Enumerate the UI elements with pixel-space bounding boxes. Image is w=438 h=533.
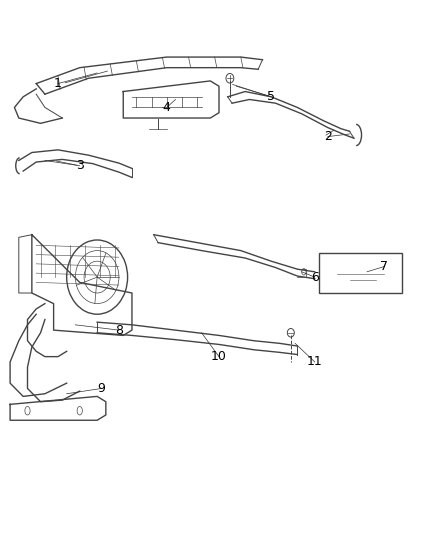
Text: 2: 2 [324, 130, 332, 143]
Text: 5: 5 [267, 90, 275, 103]
Text: 3: 3 [76, 159, 84, 172]
Text: 7: 7 [380, 260, 389, 273]
Text: 11: 11 [307, 356, 323, 368]
Text: 10: 10 [211, 350, 227, 363]
Text: 1: 1 [54, 77, 62, 90]
Text: 9: 9 [98, 382, 106, 395]
Text: 6: 6 [311, 271, 319, 284]
Text: 8: 8 [115, 324, 123, 337]
Bar [319, 253, 402, 293]
Text: 4: 4 [163, 101, 171, 114]
